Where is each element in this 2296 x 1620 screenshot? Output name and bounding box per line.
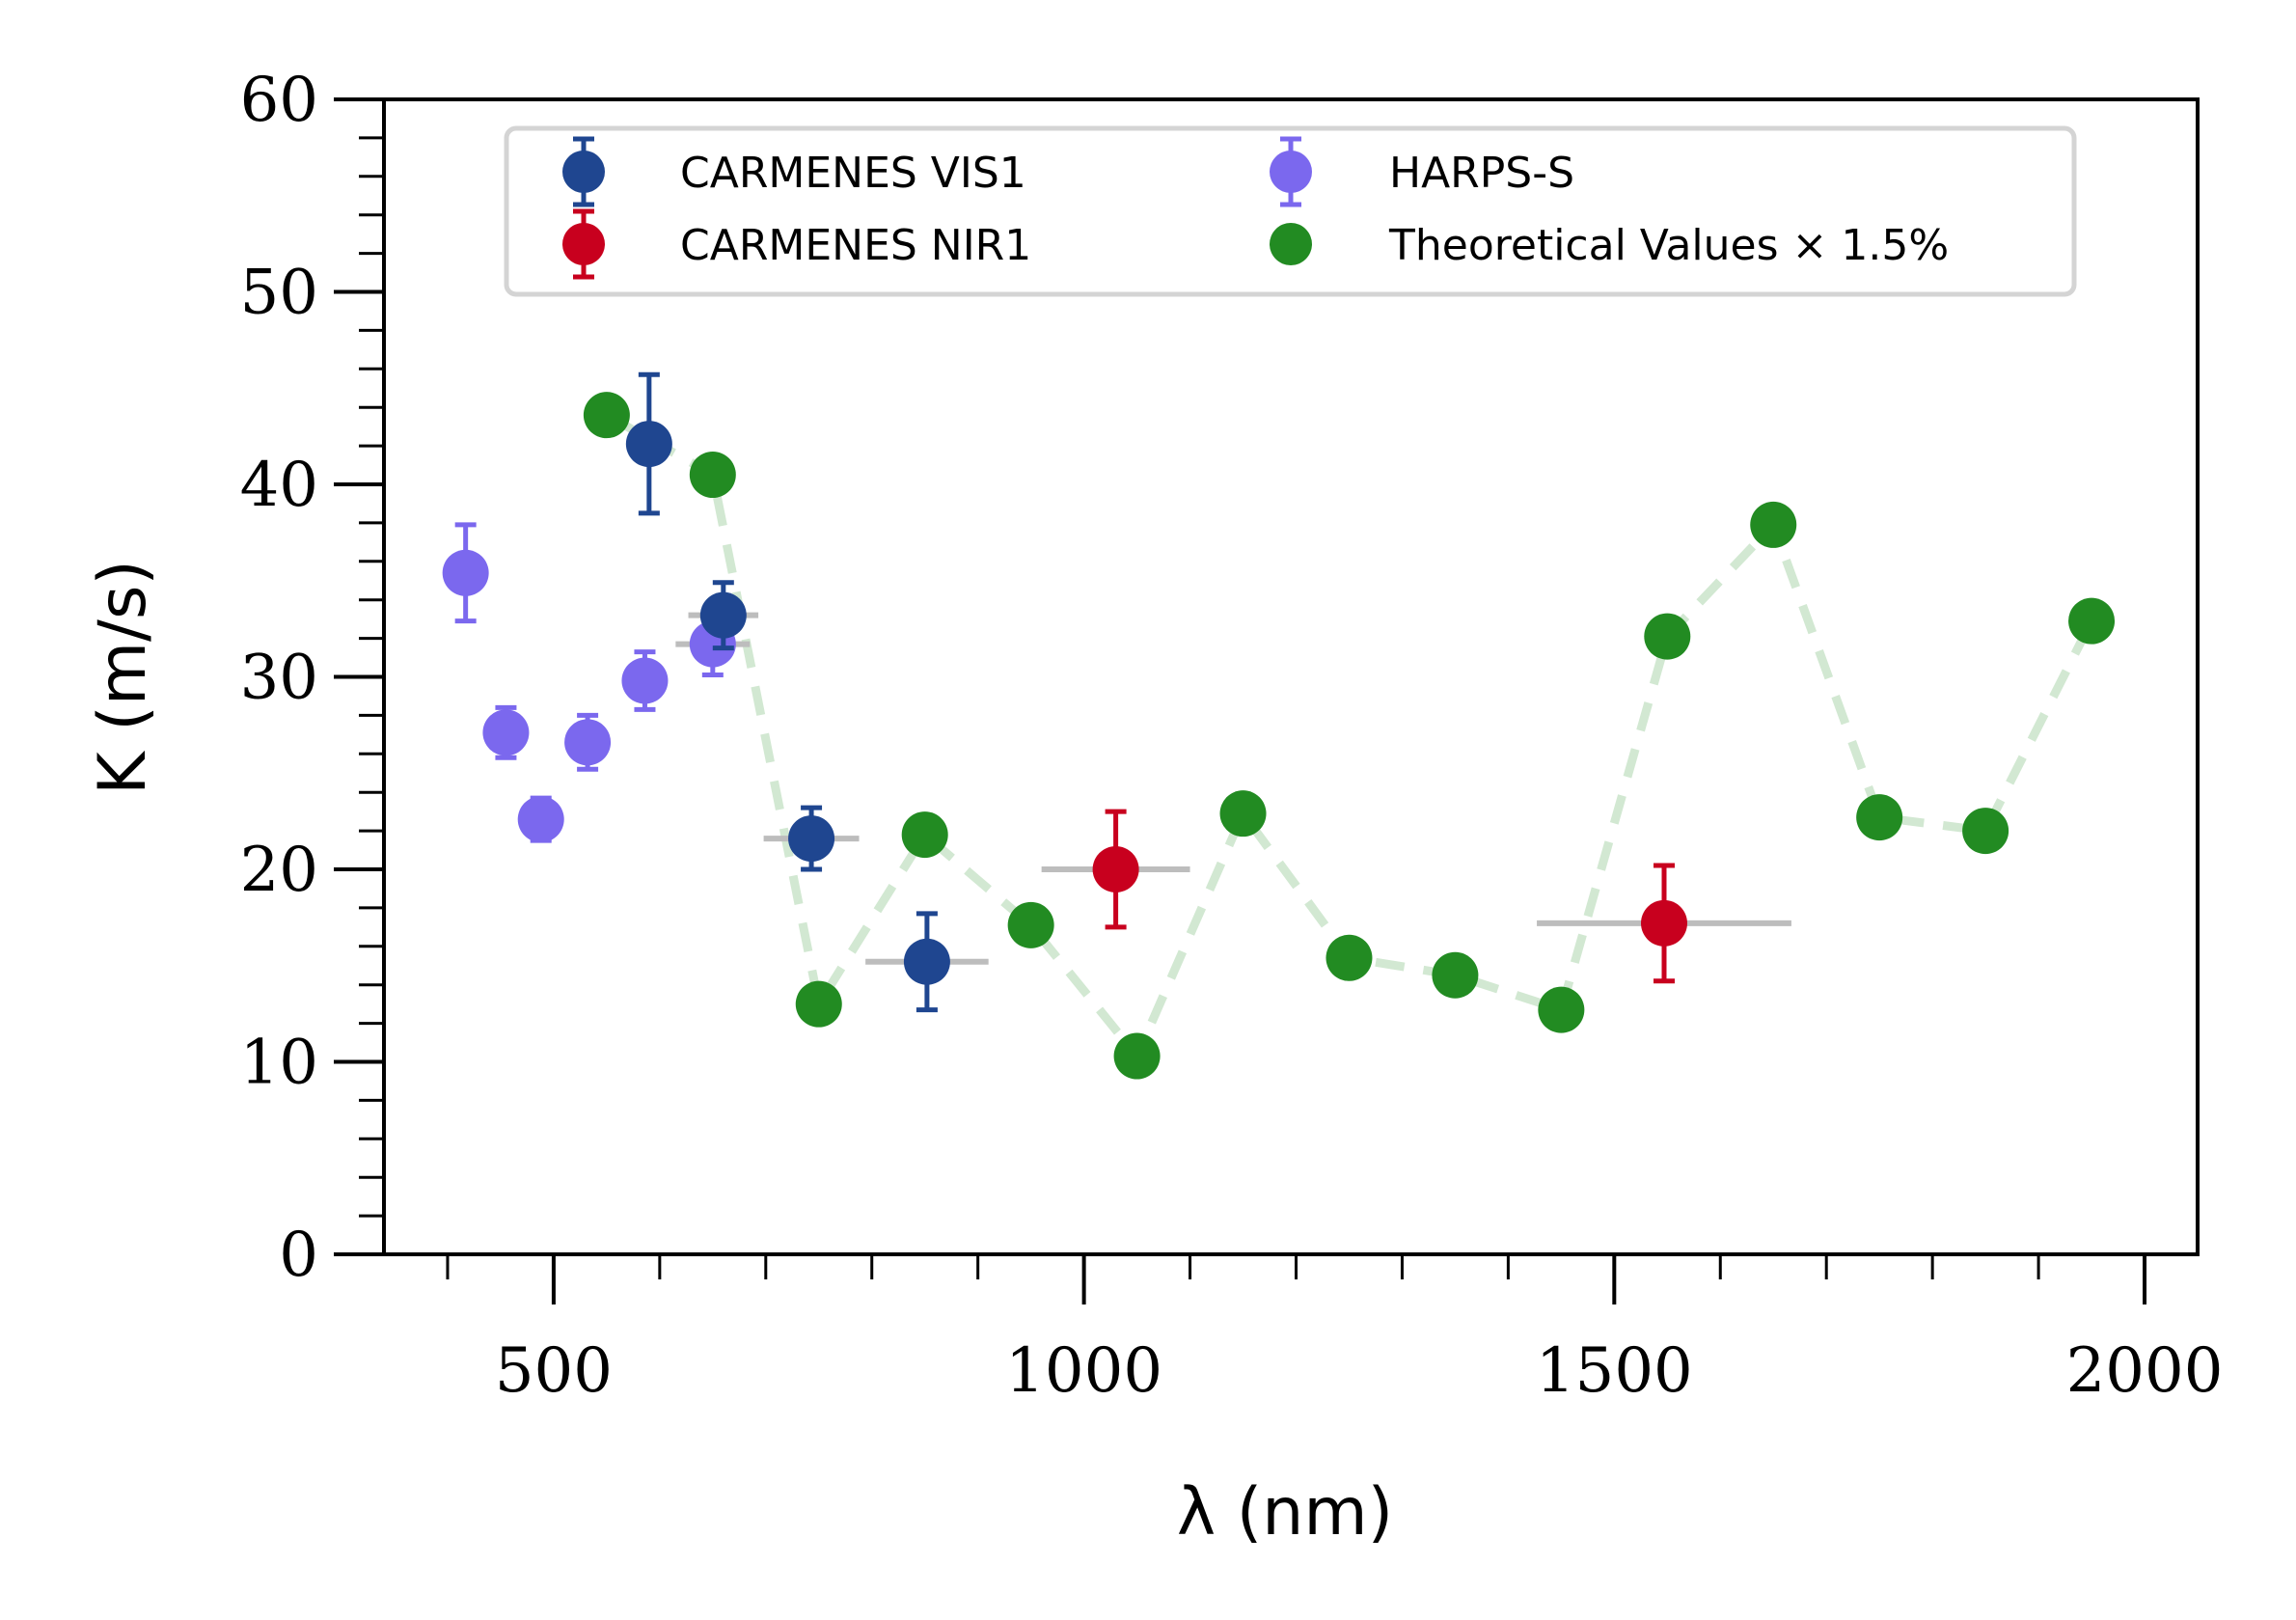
ticks-layer: 0 10 20 30 40 50 60 500 1000 1500 2000 xyxy=(240,65,2224,1407)
y-tick-label-20: 20 xyxy=(240,835,318,906)
y-tick-label-40: 40 xyxy=(240,450,318,521)
data-point-3-8 xyxy=(1432,951,1479,999)
legend-marker-0 xyxy=(562,151,605,193)
data-point-3-3 xyxy=(901,811,948,859)
data-point-0-2 xyxy=(788,815,835,863)
legend-label-2: HARPS-S xyxy=(1389,149,1574,198)
x-tick-label-1000: 1000 xyxy=(1005,1335,1162,1407)
legend-label-3: Theoretical Values × 1.5% xyxy=(1388,221,1949,270)
data-point-3-13 xyxy=(1962,808,2009,855)
legend-label-0: CARMENES VIS1 xyxy=(680,149,1026,198)
legend: CARMENES VIS1 CARMENES NIR1 HARPS-S Theoret… xyxy=(504,125,2077,297)
data-point-1-1 xyxy=(1640,899,1687,947)
y-tick-label-0: 0 xyxy=(279,1220,318,1291)
points-layer xyxy=(442,371,2116,1080)
legend-marker-1 xyxy=(562,223,605,265)
y-tick-label-60: 60 xyxy=(240,65,318,136)
data-point-3-7 xyxy=(1326,934,1373,981)
legend-label-1: CARMENES NIR1 xyxy=(680,221,1031,270)
x-tick-label-500: 500 xyxy=(495,1335,613,1407)
data-point-2-3 xyxy=(564,719,612,766)
data-point-2-0 xyxy=(442,549,489,596)
data-point-3-10 xyxy=(1644,613,1691,660)
data-point-3-11 xyxy=(1750,501,1797,548)
data-point-2-4 xyxy=(621,657,669,704)
legend-marker-2 xyxy=(1270,151,1312,193)
data-point-3-5 xyxy=(1113,1032,1161,1080)
data-point-3-2 xyxy=(795,980,842,1028)
data-point-0-0 xyxy=(625,421,672,468)
data-point-1-0 xyxy=(1092,846,1139,892)
data-point-3-0 xyxy=(583,392,630,439)
x-tick-label-2000: 2000 xyxy=(2066,1335,2224,1407)
data-point-3-6 xyxy=(1219,790,1267,837)
y-tick-label-30: 30 xyxy=(240,643,318,714)
legend-marker-3 xyxy=(1270,223,1312,265)
data-point-2-2 xyxy=(517,796,564,843)
data-point-2-1 xyxy=(482,709,530,756)
x-axis-label: λ (nm) xyxy=(1177,1474,1393,1551)
data-point-3-14 xyxy=(2068,597,2116,645)
data-point-0-3 xyxy=(903,938,950,985)
data-point-3-4 xyxy=(1007,901,1054,948)
y-tick-label-50: 50 xyxy=(240,258,318,329)
data-point-3-9 xyxy=(1538,986,1585,1033)
y-tick-label-10: 10 xyxy=(240,1028,318,1099)
x-tick-label-1500: 1500 xyxy=(1536,1335,1693,1407)
y-axis-label: K (m/s) xyxy=(85,560,161,795)
data-point-3-12 xyxy=(1856,794,1903,841)
data-point-3-1 xyxy=(689,452,736,499)
data-point-0-1 xyxy=(699,591,747,639)
legend-box xyxy=(504,125,2077,297)
